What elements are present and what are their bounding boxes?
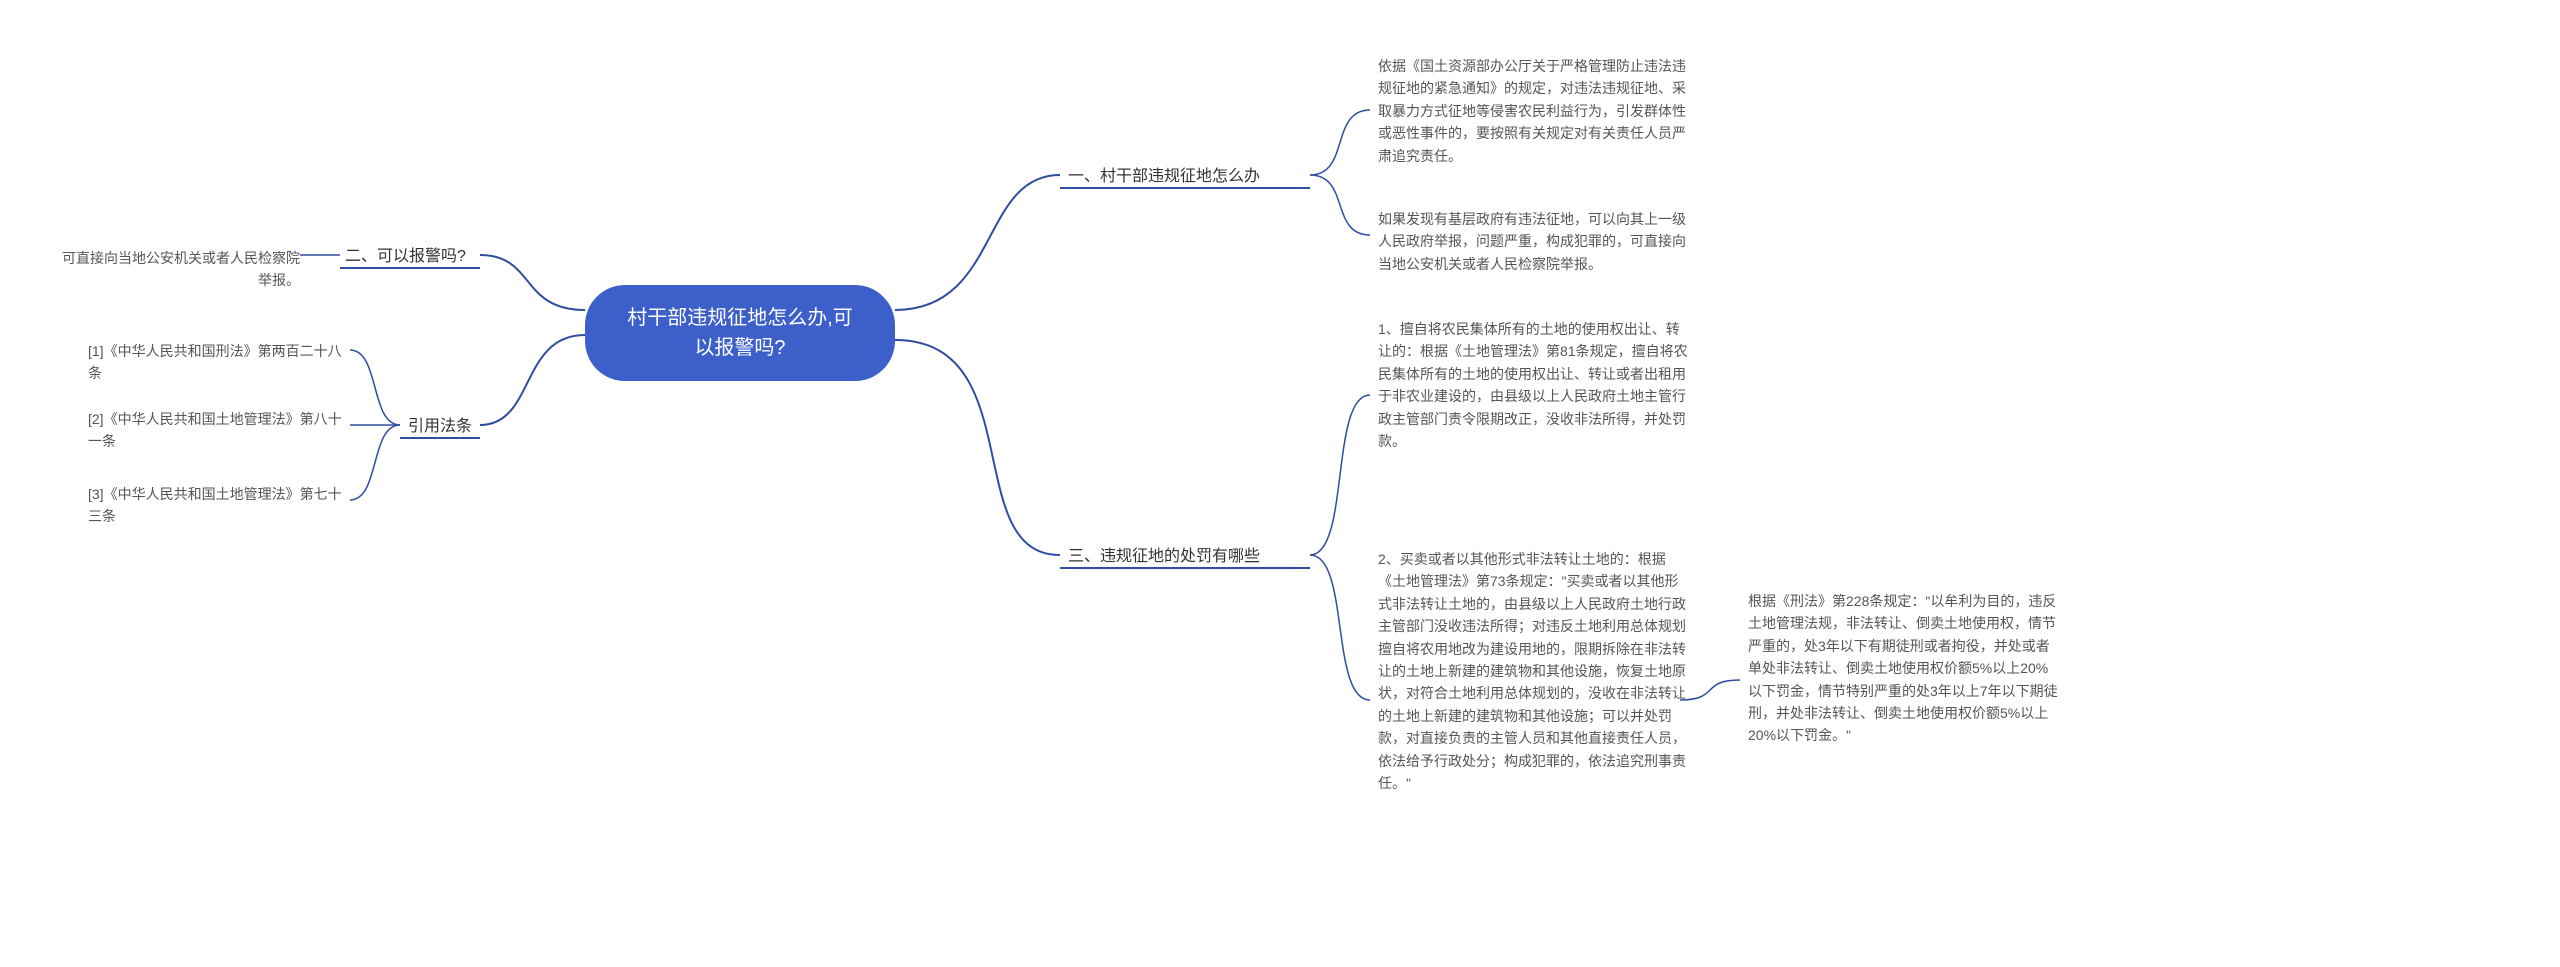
branch-ref-leaf-3: [3]《中华人民共和国土地管理法》第七十三条: [88, 483, 348, 528]
branch-3-leaf-1: 1、擅自将农民集体所有的土地的使用权出让、转让的：根据《土地管理法》第81条规定…: [1378, 318, 1688, 452]
mindmap-connectors: [0, 0, 2560, 967]
branch-3-leaf-2-sub: 根据《刑法》第228条规定："以牟利为目的，违反土地管理法规，非法转让、倒卖土地…: [1748, 590, 2058, 747]
branch-2-leaf-1: 可直接向当地公安机关或者人民检察院举报。: [50, 247, 300, 292]
branch-1-leaf-2: 如果发现有基层政府有违法征地，可以向其上一级人民政府举报，问题严重，构成犯罪的，…: [1378, 208, 1688, 275]
branch-ref-leaf-1: [1]《中华人民共和国刑法》第两百二十八条: [88, 340, 348, 385]
branch-1-leaf-1: 依据《国土资源部办公厅关于严格管理防止违法违规征地的紧急通知》的规定，对违法违规…: [1378, 55, 1688, 167]
branch-2-label[interactable]: 二、可以报警吗?: [345, 244, 466, 270]
branch-ref-leaf-2: [2]《中华人民共和国土地管理法》第八十一条: [88, 408, 348, 453]
branch-1-label[interactable]: 一、村干部违规征地怎么办: [1068, 164, 1260, 190]
center-node[interactable]: 村干部违规征地怎么办,可以报警吗?: [585, 285, 895, 381]
branch-3-leaf-2: 2、买卖或者以其他形式非法转让土地的：根据《土地管理法》第73条规定："买卖或者…: [1378, 548, 1688, 794]
branch-ref-label[interactable]: 引用法条: [408, 414, 472, 440]
branch-3-label[interactable]: 三、违规征地的处罚有哪些: [1068, 544, 1260, 570]
